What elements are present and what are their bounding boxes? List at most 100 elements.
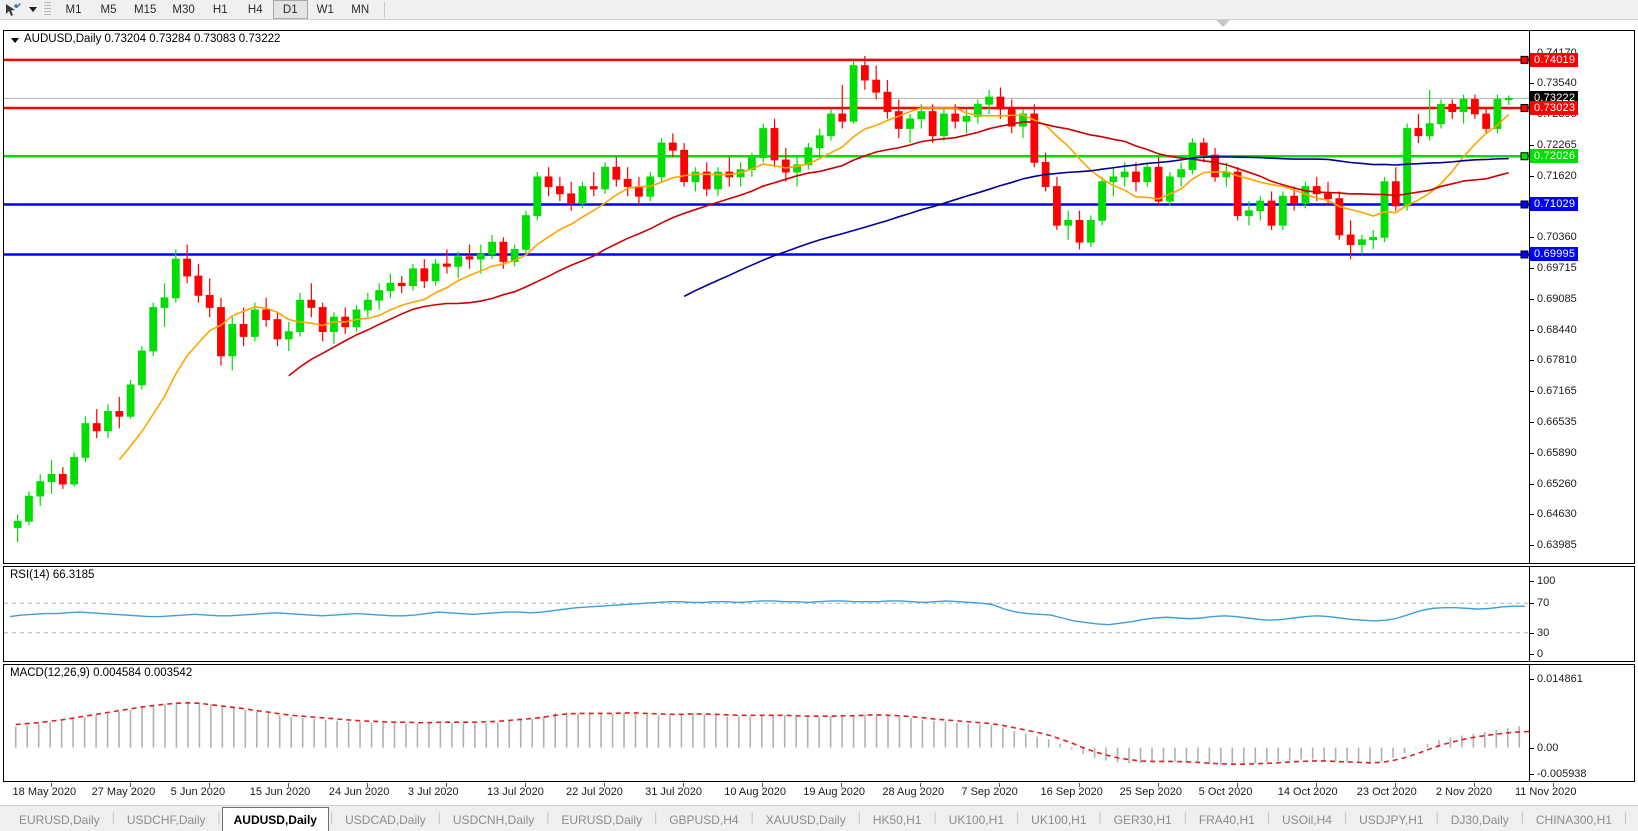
chart-tab-usdcad-daily[interactable]: USDCAD,Daily [345, 813, 426, 827]
candlestick [815, 128, 824, 156]
candlestick [1245, 201, 1253, 226]
candlestick [1335, 191, 1344, 240]
timeframe-m1[interactable]: M1 [65, 3, 82, 16]
chart-scroll-marker-icon[interactable] [1216, 20, 1230, 27]
macd-tick [1529, 679, 1534, 680]
timeframe-d1[interactable]: D1 [272, 0, 308, 19]
cursor-dropdown-button[interactable] [26, 1, 40, 19]
candlestick [1403, 123, 1411, 211]
tab-separator: | [750, 810, 754, 824]
price-tag-pivot[interactable]: 0.72026 [1530, 149, 1579, 164]
timeframe-h1[interactable]: H1 [212, 3, 228, 16]
chart-tab-audusd-daily[interactable]: AUDUSD,Daily [221, 807, 329, 831]
timeframe-mn[interactable]: MN [351, 3, 370, 16]
candlestick [1414, 113, 1423, 143]
toolbar-separator [383, 1, 385, 18]
price-tick-label: 0.63985 [1537, 539, 1577, 552]
candlestick [443, 249, 451, 274]
candlestick [1199, 138, 1208, 163]
candlestick [363, 292, 372, 318]
candlestick [849, 60, 858, 124]
rsi-plot-area[interactable] [4, 567, 1634, 661]
date-tick [50, 783, 52, 787]
crosshair-cursor-icon[interactable] [0, 1, 26, 19]
price-tag-support[interactable]: 0.69995 [1530, 247, 1579, 262]
timeframe-m5[interactable]: M5 [100, 3, 117, 16]
date-tick [683, 783, 685, 787]
price-scale[interactable]: 0.741700.735400.728950.722650.716200.709… [1529, 31, 1634, 563]
price-tick [1529, 545, 1534, 547]
macd-scale: 0.014861 0.00 -0.005938 [1529, 665, 1634, 781]
price-plot-area[interactable] [4, 31, 1634, 563]
symbol-ohlc-label: AUDUSD,Daily 0.73204 0.73284 0.73083 0.7… [24, 33, 281, 45]
chart-tab-china300-h1[interactable]: CHINA300,H1 [1535, 813, 1612, 827]
candlestick [985, 89, 994, 114]
candlestick [1459, 94, 1468, 124]
candlestick [217, 297, 225, 366]
date-tick [999, 783, 1001, 787]
timeframe-m15[interactable]: M15 [134, 3, 157, 16]
candlestick [1143, 162, 1152, 187]
chart-tab-usoil-h4[interactable]: USOil,H4 [1281, 813, 1332, 827]
rsi-indicator-pane[interactable]: RSI(14) 66.3185 100 70 30 0 [3, 566, 1635, 662]
tab-separator: | [1343, 810, 1348, 824]
candlestick [92, 409, 101, 439]
candlestick [58, 467, 67, 489]
candlestick [262, 297, 271, 327]
chart-tab-usdjpy-h1[interactable]: USDJPY,H1 [1359, 813, 1424, 827]
price-series-svg [4, 55, 1529, 543]
toolbar-grip-handle[interactable] [43, 2, 51, 17]
chart-tab-uk100-h1[interactable]: UK100,H1 [948, 813, 1005, 827]
macd-signal-line [15, 702, 1531, 766]
price-tag-resistance[interactable]: 0.74019 [1530, 52, 1579, 67]
candlestick [1358, 234, 1366, 255]
candlestick [612, 157, 621, 187]
tab-separator: | [1098, 810, 1102, 824]
rsi-tick [1529, 603, 1534, 605]
chart-tab-uk100-h1[interactable]: UK100,H1 [1031, 813, 1087, 827]
price-tick [1529, 453, 1534, 455]
candlestick [555, 176, 564, 202]
tab-separator: | [857, 810, 861, 824]
timeframe-w1[interactable]: W1 [316, 3, 334, 16]
price-tick [1529, 144, 1534, 146]
chart-tab-eurusd-daily[interactable]: EURUSD,Daily [19, 813, 100, 827]
rsi-line [9, 600, 1525, 626]
timeframe-m30[interactable]: M30 [172, 3, 195, 16]
chart-tab-usoil-h1[interactable]: USOil,H1 [1628, 809, 1638, 831]
date-tick [445, 783, 447, 787]
chart-tab-eurusd-daily[interactable]: EURUSD,Daily [561, 813, 643, 827]
price-tick-label: 0.69085 [1537, 292, 1577, 305]
moving-average-line [683, 156, 1509, 298]
date-tick [524, 783, 526, 787]
chart-tab-fra40-h1[interactable]: FRA40,H1 [1198, 813, 1255, 827]
price-tag-support[interactable]: 0.71029 [1530, 197, 1579, 212]
scale-axis-line [1529, 31, 1530, 563]
price-tag-resistance[interactable]: 0.73023 [1530, 101, 1579, 116]
date-axis[interactable]: 18 May 2020 27 May 2020 5 Jun 2020 15 Jun 2… [3, 783, 1635, 803]
candlestick [827, 109, 835, 141]
chart-tab-usdcnh-daily[interactable]: USDCNH,Daily [452, 813, 535, 827]
macd-indicator-pane[interactable]: MACD(12,26,9) 0.004584 0.003542 0.014861… [3, 664, 1635, 782]
candlestick [623, 167, 632, 197]
candlestick [1041, 152, 1050, 192]
price-chart-pane[interactable]: AUDUSD,Daily 0.73204 0.73284 0.73083 0.7… [3, 30, 1635, 564]
chart-tab-hk50-h1[interactable]: HK50,H1 [872, 813, 922, 827]
timeframe-h4[interactable]: H4 [247, 3, 263, 16]
chart-tab-gbpusd-h4[interactable]: GBPUSD,H4 [669, 813, 739, 827]
macd-plot-area[interactable] [4, 665, 1634, 781]
macd-label: MACD(12,26,9) 0.004584 0.003542 [10, 667, 193, 679]
chart-tab-bar[interactable]: EURUSD,Daily | USDCHF,Daily | AUDUSD,Daily | U… [0, 805, 1638, 831]
candlestick [420, 259, 429, 289]
candlestick [307, 283, 316, 318]
chart-tab-xauusd-daily[interactable]: XAUUSD,Daily [765, 813, 846, 827]
candlestick [183, 244, 191, 284]
candlestick [1504, 95, 1513, 106]
chart-tab-dj30-daily[interactable]: DJ30,Daily [1450, 813, 1509, 827]
pane-collapse-icon[interactable] [11, 38, 19, 43]
macd-axis-line [1529, 665, 1530, 781]
candlestick [1019, 109, 1027, 139]
price-tick [1529, 514, 1534, 515]
chart-tab-ger30-h1[interactable]: GER30,H1 [1113, 813, 1172, 827]
chart-tab-usdchf-daily[interactable]: USDCHF,Daily [126, 813, 206, 827]
